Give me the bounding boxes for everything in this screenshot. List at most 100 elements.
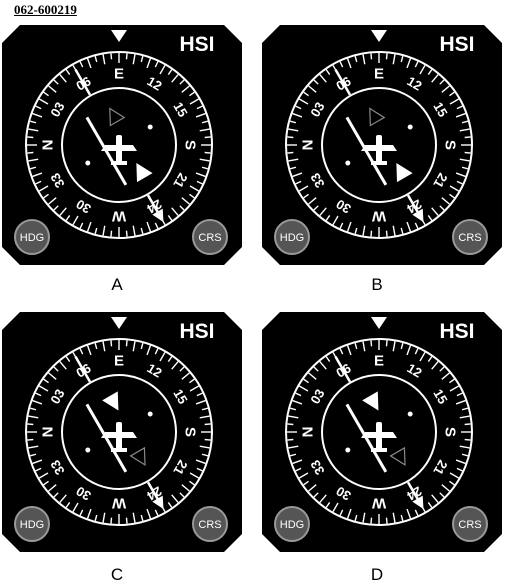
inner-ring: [321, 87, 437, 203]
aircraft-symbol: [361, 135, 397, 165]
compass-ring: [285, 51, 473, 239]
aircraft-wing: [361, 145, 397, 151]
compass-tick: [325, 502, 331, 508]
crs-knob: [452, 506, 488, 542]
compass-label: 21: [430, 457, 450, 477]
compass-tick: [339, 348, 344, 355]
compass-tick: [132, 341, 136, 352]
aircraft-tail: [371, 161, 387, 165]
compass-tick: [102, 341, 106, 352]
compass-tick: [439, 205, 445, 211]
compass-tick: [400, 342, 404, 350]
compass-tick: [146, 221, 152, 232]
compass-tick: [303, 480, 309, 486]
compass-tick: [86, 508, 92, 519]
compass-tick: [43, 378, 49, 384]
compass-tick: [332, 502, 339, 513]
cdi-bar: [345, 116, 388, 186]
deviation-dot: [407, 411, 413, 417]
compass-tick: [319, 361, 327, 370]
compass-tick: [370, 53, 373, 60]
deviation-dot: [407, 124, 413, 130]
compass-tick: [94, 342, 98, 350]
compass-tick: [59, 207, 67, 216]
course-head: [152, 495, 164, 510]
compass-tick: [94, 55, 98, 63]
compass-tick: [295, 105, 302, 110]
compass-tick: [339, 61, 344, 68]
compass-tick: [189, 378, 195, 384]
compass-tick: [313, 205, 319, 211]
compass-tick: [392, 54, 396, 65]
compass-tick: [204, 151, 211, 154]
compass-tick: [201, 120, 209, 124]
compass-tick: [456, 105, 463, 110]
deviation-dot: [85, 160, 91, 166]
compass-tick: [459, 158, 470, 162]
to-from-flag: [362, 391, 379, 411]
hsi-title: HSI: [439, 33, 474, 56]
hsi-instrument-d: N0306E1215S2124W3033HSIHDGCRS: [262, 312, 502, 552]
compass-tick: [339, 509, 344, 516]
compass-ticks: [27, 53, 211, 237]
compass-tick: [181, 484, 190, 492]
compass-tick: [295, 467, 302, 472]
compass-tick: [289, 166, 297, 170]
compass-tick: [59, 361, 67, 370]
compass-tick: [303, 91, 309, 97]
compass-tick: [132, 225, 136, 236]
compass-label: W: [111, 208, 126, 225]
compass-tick: [29, 453, 37, 457]
compass-label: 12: [404, 360, 424, 380]
compass-tick: [427, 356, 433, 362]
compass-tick: [362, 512, 366, 523]
compass-tick: [140, 227, 144, 235]
compass-tick: [292, 172, 303, 178]
compass-tick: [201, 166, 209, 170]
compass-tick: [102, 512, 106, 523]
compass-tick: [414, 348, 419, 355]
compass-tick: [319, 494, 327, 503]
compass-label: W: [371, 495, 386, 512]
aircraft-tail: [111, 448, 127, 452]
compass-tick: [406, 58, 412, 69]
compass-tick: [110, 340, 113, 347]
compass-tick: [132, 512, 136, 523]
compass-tick: [288, 445, 299, 449]
compass-tick: [456, 467, 463, 472]
compass-label: W: [371, 208, 386, 225]
compass-tick: [461, 166, 469, 170]
aircraft-tail: [111, 161, 127, 165]
deviation-dot: [147, 124, 153, 130]
compass-tick: [79, 348, 84, 355]
compass-tick: [459, 128, 470, 132]
compass-tick: [295, 180, 302, 185]
compass-tick: [146, 58, 152, 69]
crs-button-label: CRS: [198, 232, 221, 244]
option-label-d: D: [370, 565, 384, 584]
reference-id: 062-600219: [14, 2, 77, 17]
compass-tick: [110, 230, 113, 237]
compass-label: 03: [47, 386, 67, 406]
compass-tick: [38, 472, 49, 479]
compass-tick: [308, 484, 317, 492]
compass-tick: [102, 225, 106, 236]
compass-tick: [289, 120, 297, 124]
aircraft-symbol: [101, 135, 137, 165]
aircraft-tail: [371, 448, 387, 452]
cdi-bar: [345, 403, 388, 473]
course-tail: [334, 69, 352, 96]
compass-tick: [65, 69, 71, 75]
compass-tick: [189, 472, 200, 479]
compass-label: 33: [307, 170, 327, 190]
compass-label: 03: [307, 99, 327, 119]
compass-tick: [196, 392, 203, 397]
compass-tick: [179, 205, 185, 211]
compass-tick: [171, 494, 179, 503]
flag-triangle: [136, 162, 153, 183]
compass-tick: [29, 166, 37, 170]
compass-tick: [461, 120, 469, 124]
compass-tick: [459, 415, 470, 419]
compass-tick: [53, 205, 59, 211]
compass-tick: [392, 512, 396, 523]
